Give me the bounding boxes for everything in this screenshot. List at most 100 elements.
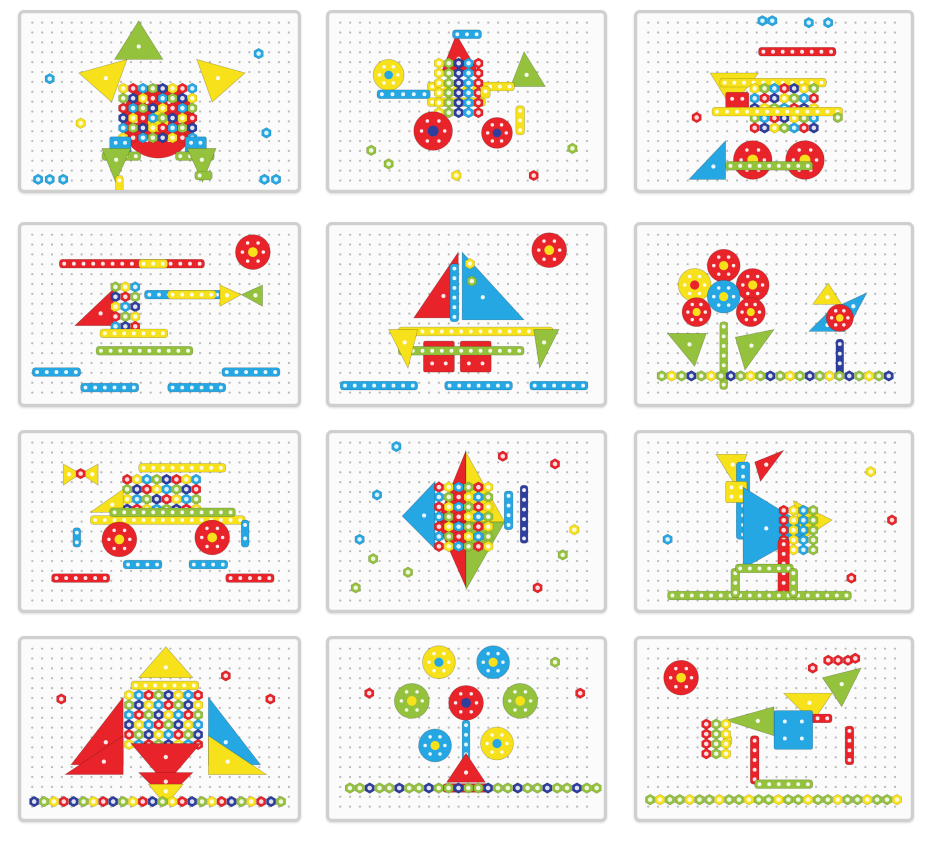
peg-piece [769, 82, 780, 95]
peg-piece [143, 699, 154, 711]
peg-piece [823, 654, 834, 666]
peg-piece [591, 782, 602, 794]
peg-piece [372, 489, 382, 501]
peg-piece [701, 718, 712, 730]
peg-piece [581, 782, 592, 794]
round-piece [681, 297, 712, 327]
triangle-piece [821, 667, 862, 708]
peg-piece [483, 511, 494, 523]
peg-piece [473, 520, 484, 533]
bar-piece [188, 559, 228, 570]
peg-piece [798, 514, 809, 526]
peg-piece [434, 87, 444, 99]
peg-piece [453, 106, 464, 119]
peg-piece [789, 82, 800, 95]
peg-piece [483, 520, 494, 533]
round-piece [372, 59, 405, 91]
peg-piece [473, 540, 484, 553]
peg-piece [844, 370, 855, 382]
peg-piece [721, 748, 731, 760]
peg-piece [443, 530, 454, 543]
peg-piece [862, 793, 873, 806]
peg-piece [141, 473, 152, 486]
peg-piece [167, 122, 178, 134]
bar-piece [788, 568, 798, 598]
bar-piece [397, 326, 554, 337]
pegboard-canvas [339, 440, 589, 602]
bar-piece [397, 346, 525, 356]
bar-piece [115, 175, 124, 190]
peg-piece [177, 132, 188, 144]
triangle-piece [78, 58, 128, 103]
triangle-piece [724, 706, 775, 737]
round-piece [706, 248, 741, 283]
peg-piece [163, 699, 174, 711]
round-piece [733, 140, 773, 180]
peg-piece [701, 738, 712, 750]
peg-piece [473, 530, 484, 543]
bar-piece [844, 725, 855, 766]
peg-piece [823, 16, 834, 29]
peg-piece [721, 728, 731, 740]
peg-piece [463, 491, 474, 503]
peg-piece [453, 87, 464, 99]
peg-piece [433, 782, 444, 794]
round-piece [481, 117, 513, 149]
peg-piece [143, 719, 154, 731]
triangle-piece [666, 333, 707, 367]
peg-piece [147, 122, 158, 134]
peg-piece [143, 689, 154, 701]
bar-piece [339, 380, 418, 391]
peg-piece [656, 370, 667, 382]
peg-piece [220, 670, 231, 682]
peg-piece [124, 728, 134, 741]
peg-piece [473, 491, 484, 503]
peg-piece [794, 370, 805, 382]
triangle-piece [688, 139, 726, 180]
peg-piece [789, 92, 800, 105]
peg-piece [453, 97, 464, 109]
peg-piece [749, 92, 760, 105]
peg-piece [799, 82, 809, 95]
peg-piece [171, 493, 182, 505]
peg-piece [130, 291, 141, 303]
peg-holes [339, 233, 589, 394]
peg-piece [157, 112, 168, 124]
peg-piece [193, 699, 204, 711]
peg-piece [171, 483, 182, 495]
peg-piece [120, 300, 131, 313]
peg-piece [473, 481, 484, 493]
bar-piece [444, 380, 513, 391]
peg-piece [645, 793, 656, 806]
triangle-piece [130, 743, 202, 785]
peg-piece [118, 122, 129, 134]
peg-piece [550, 656, 560, 668]
peg-piece [147, 102, 158, 114]
peg-piece [265, 693, 276, 705]
peg-piece [187, 82, 198, 95]
peg-piece [463, 511, 474, 523]
peg-piece [138, 112, 148, 124]
peg-piece [852, 793, 863, 806]
peg-piece [473, 511, 484, 523]
peg-piece [716, 370, 726, 382]
peg-piece [767, 15, 778, 27]
peg-piece [443, 97, 454, 109]
peg-piece [58, 173, 69, 186]
bar-piece [725, 161, 813, 171]
peg-piece [453, 77, 464, 89]
peg-piece [259, 173, 270, 186]
peg-piece [138, 92, 148, 105]
bar-piece [480, 86, 491, 99]
peg-piece [183, 699, 194, 711]
peg-piece [124, 738, 134, 751]
peg-piece [138, 102, 148, 114]
peg-piece [181, 473, 192, 486]
peg-piece [153, 728, 164, 741]
peg-piece [403, 566, 413, 578]
triangle-piece [754, 449, 785, 483]
peg-piece [778, 514, 789, 526]
triangle-piece [64, 735, 124, 775]
peg-piece [704, 793, 715, 806]
peg-piece [799, 92, 809, 105]
